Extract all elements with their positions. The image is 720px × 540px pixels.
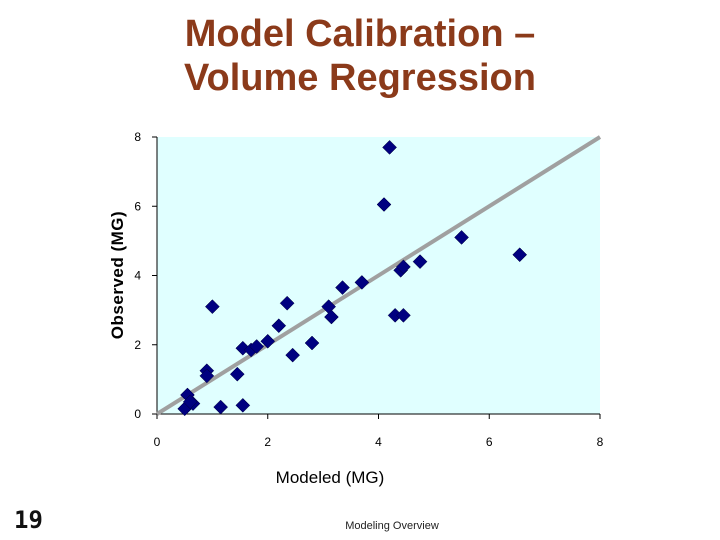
tick-labels: 0 2 4 6 8 0 2 4 6 8 xyxy=(134,130,603,449)
footer-text: Modeling Overview xyxy=(345,520,439,532)
x-tick-label: 2 xyxy=(264,435,271,449)
y-tick-label: 8 xyxy=(134,130,141,144)
data-point xyxy=(229,366,245,382)
y-tick-label: 4 xyxy=(134,269,141,283)
data-point xyxy=(382,140,397,155)
data-point xyxy=(249,339,265,354)
y-tick-label: 0 xyxy=(134,407,141,421)
data-point xyxy=(182,394,198,410)
data-points xyxy=(177,140,528,417)
data-point xyxy=(454,230,469,245)
x-axis-label: Modeled (MG) xyxy=(275,468,385,487)
y-tick-label: 6 xyxy=(134,199,141,213)
data-point xyxy=(376,197,392,212)
data-point xyxy=(199,368,215,384)
slide-title: Model Calibration – Volume Regression xyxy=(120,12,600,100)
data-point xyxy=(271,318,287,334)
title-line-2: Volume Regression xyxy=(184,57,536,99)
page-number: 19 xyxy=(14,506,43,534)
data-point xyxy=(260,333,276,349)
data-point xyxy=(396,307,411,323)
data-point xyxy=(512,247,528,263)
data-point xyxy=(235,397,251,413)
data-point xyxy=(324,309,339,325)
trend-line xyxy=(155,135,602,416)
data-point xyxy=(205,299,220,315)
data-point xyxy=(335,280,350,295)
y-axis-label: Observed (MG) xyxy=(108,210,127,340)
x-tick-label: 6 xyxy=(486,435,493,449)
data-point xyxy=(213,399,229,415)
y-tick-label: 2 xyxy=(134,338,141,352)
title-line-1: Model Calibration – xyxy=(184,13,536,55)
x-tick-label: 4 xyxy=(375,435,382,449)
trend-line-group xyxy=(155,135,602,416)
x-tick-label: 0 xyxy=(154,435,161,449)
data-point xyxy=(279,295,295,311)
data-point xyxy=(354,275,370,290)
data-point xyxy=(304,335,320,351)
data-point xyxy=(396,259,411,275)
data-point xyxy=(412,254,428,270)
axes xyxy=(152,136,601,419)
data-point xyxy=(285,347,301,363)
x-tick-label: 8 xyxy=(597,435,604,449)
